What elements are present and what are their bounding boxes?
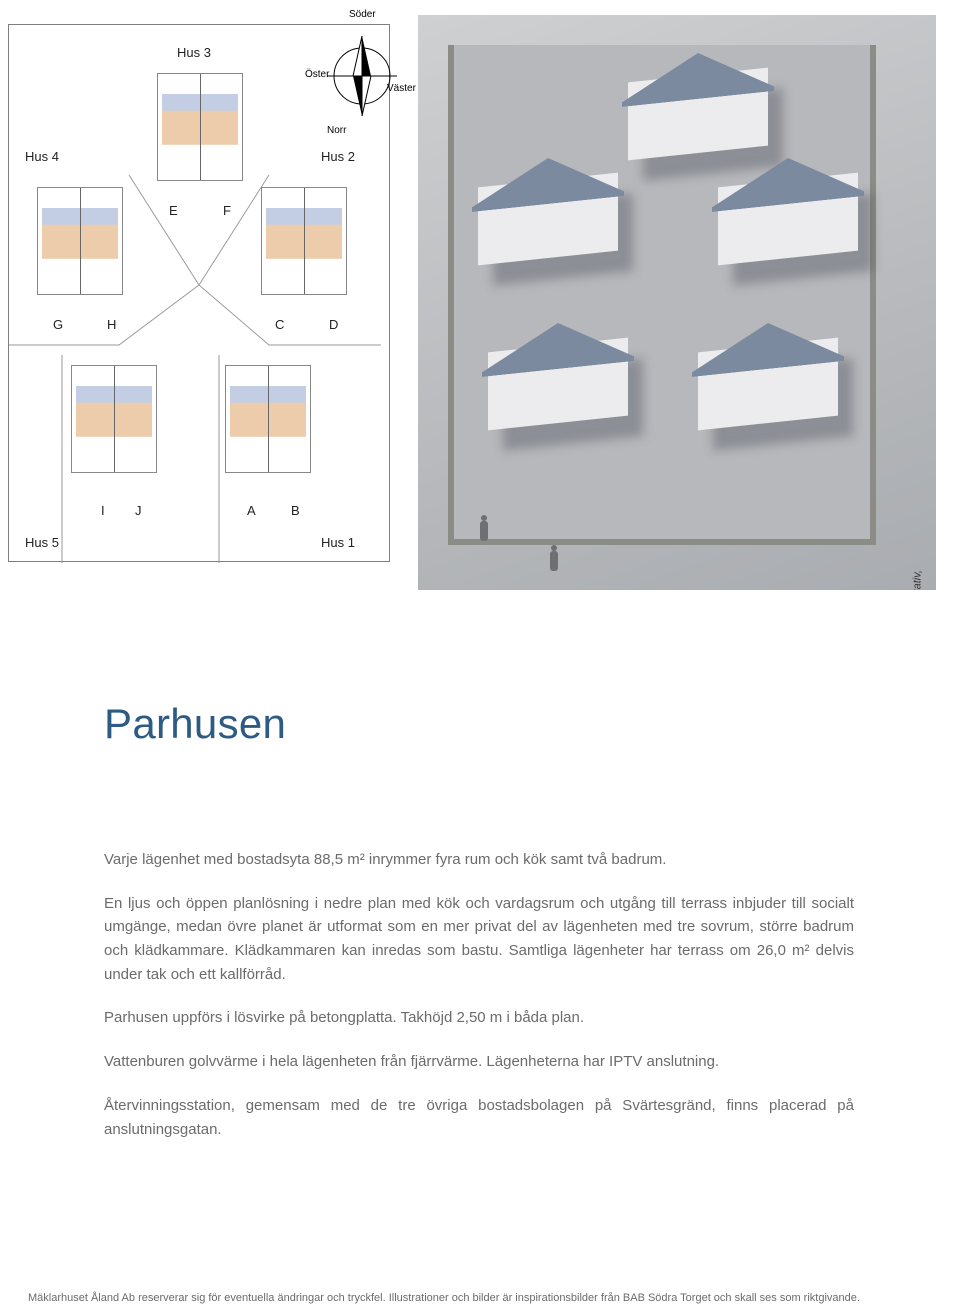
page-title: Parhusen bbox=[104, 700, 854, 748]
unit-h: H bbox=[107, 317, 116, 332]
paragraph-1: Varje lägenhet med bostadsyta 88,5 m² in… bbox=[104, 848, 854, 872]
unit-g: G bbox=[53, 317, 63, 332]
label-hus5: Hus 5 bbox=[25, 535, 59, 550]
compass-south: Söder bbox=[349, 9, 376, 20]
person-icon bbox=[548, 545, 560, 575]
site-plan: Söder Öster Väster Norr Hus 3 bbox=[8, 24, 390, 562]
floorplan-hus2 bbox=[261, 187, 347, 295]
rendering-image: På bilden planterad häck är enbart illus… bbox=[418, 15, 936, 590]
render-house-front-left bbox=[488, 315, 638, 425]
render-house-front-right bbox=[698, 315, 848, 425]
paragraph-4: Vattenburen golvvärme i hela lägenheten … bbox=[104, 1050, 854, 1074]
paragraph-2: En ljus och öppen planlösning i nedre pl… bbox=[104, 892, 854, 987]
floorplan-hus4 bbox=[37, 187, 123, 295]
render-house-back bbox=[628, 45, 778, 155]
paragraph-3: Parhusen uppförs i lösvirke på betongpla… bbox=[104, 1006, 854, 1030]
unit-e: E bbox=[169, 203, 178, 218]
compass-east: Öster bbox=[305, 69, 329, 80]
unit-i: I bbox=[101, 503, 105, 518]
unit-b: B bbox=[291, 503, 300, 518]
label-hus1: Hus 1 bbox=[321, 535, 355, 550]
compass-icon: Söder Öster Väster Norr bbox=[309, 13, 414, 143]
floorplan-hus3 bbox=[157, 73, 243, 181]
unit-a: A bbox=[247, 503, 256, 518]
label-hus4: Hus 4 bbox=[25, 149, 59, 164]
unit-c: C bbox=[275, 317, 284, 332]
label-hus3: Hus 3 bbox=[177, 45, 211, 60]
compass-north: Norr bbox=[327, 125, 346, 136]
render-house-left bbox=[478, 150, 628, 260]
person-icon bbox=[478, 515, 490, 545]
unit-f: F bbox=[223, 203, 231, 218]
figure-row: Söder Öster Väster Norr Hus 3 bbox=[8, 15, 952, 590]
render-house-right bbox=[718, 150, 868, 260]
unit-j: J bbox=[135, 503, 142, 518]
floorplan-hus5 bbox=[71, 365, 157, 473]
paragraph-5: Återvinningsstation, gemensam med de tre… bbox=[104, 1094, 854, 1141]
rendering-caption: På bilden planterad häck är enbart illus… bbox=[911, 570, 935, 590]
article-body: Parhusen Varje lägenhet med bostadsyta 8… bbox=[104, 700, 854, 1161]
disclaimer-text: Mäklarhuset Åland Ab reserverar sig för … bbox=[28, 1292, 860, 1304]
label-hus2: Hus 2 bbox=[321, 149, 355, 164]
unit-d: D bbox=[329, 317, 338, 332]
rendering-caption-line1: På bilden planterad häck är enbart illus… bbox=[911, 570, 923, 590]
floorplan-hus1 bbox=[225, 365, 311, 473]
